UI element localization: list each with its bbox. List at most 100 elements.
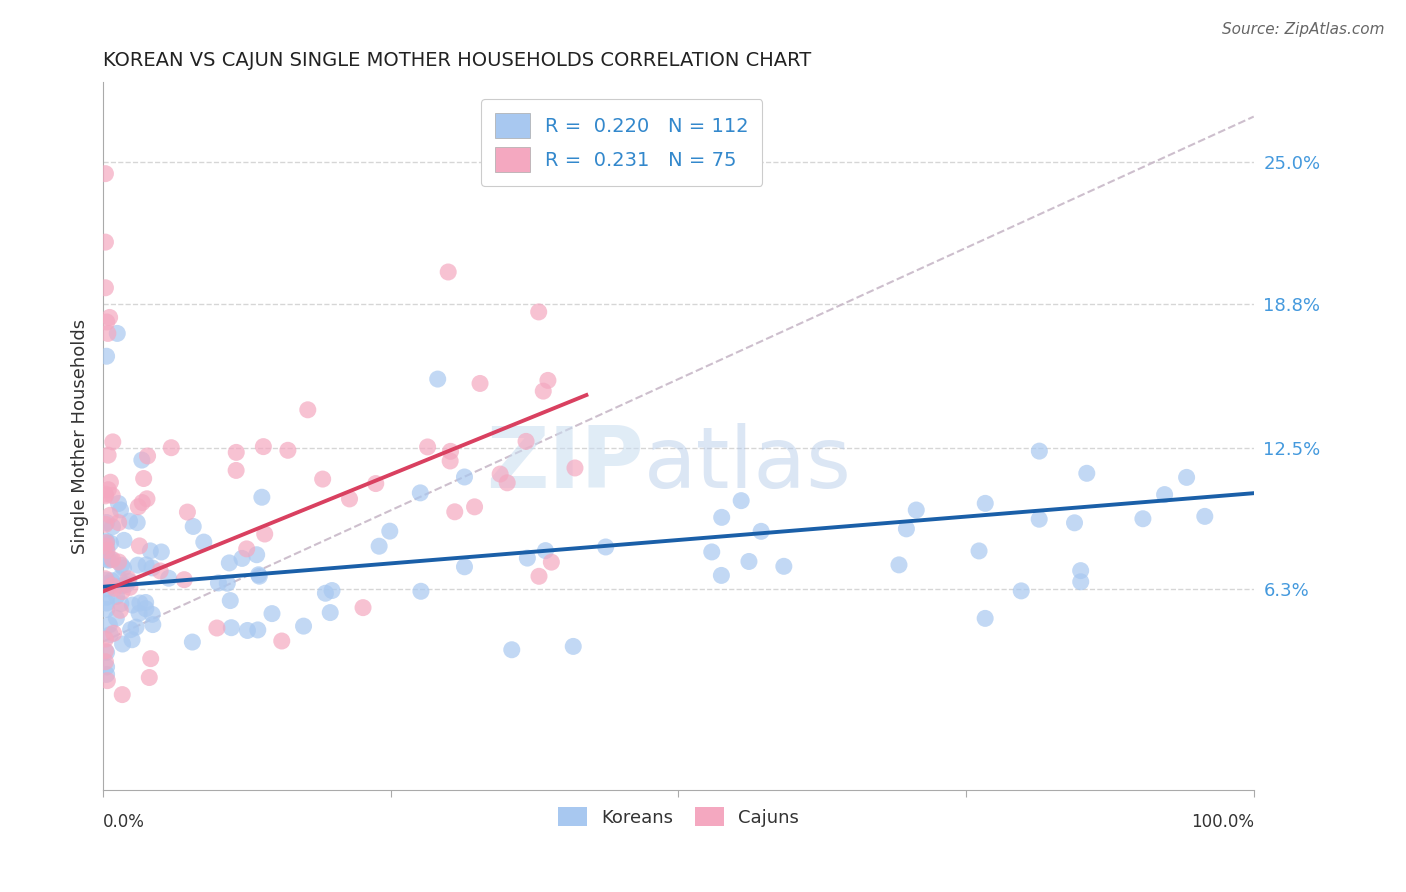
- Point: [121, 598, 143, 612]
- Point: [292, 619, 315, 633]
- Point: [181, 635, 204, 649]
- Point: [1132, 512, 1154, 526]
- Point: [1010, 583, 1032, 598]
- Point: [105, 326, 128, 341]
- Point: [534, 543, 557, 558]
- Text: 100.0%: 100.0%: [1191, 813, 1254, 830]
- Point: [443, 505, 465, 519]
- Point: [94, 167, 117, 181]
- Point: [339, 491, 361, 506]
- Point: [105, 590, 128, 604]
- Point: [439, 454, 461, 468]
- Point: [974, 496, 997, 510]
- Point: [94, 655, 117, 669]
- Point: [250, 490, 273, 504]
- Point: [97, 483, 120, 497]
- Point: [887, 558, 910, 572]
- Point: [219, 593, 242, 607]
- Point: [157, 571, 180, 585]
- Point: [235, 541, 257, 556]
- Point: [110, 558, 132, 573]
- Point: [252, 440, 274, 454]
- Point: [103, 626, 125, 640]
- Point: [1063, 516, 1085, 530]
- Point: [96, 645, 118, 659]
- Point: [94, 517, 117, 532]
- Point: [98, 627, 121, 641]
- Point: [136, 491, 159, 506]
- Point: [142, 617, 165, 632]
- Point: [100, 574, 122, 588]
- Point: [967, 544, 990, 558]
- Point: [110, 603, 132, 617]
- Point: [531, 384, 554, 398]
- Point: [246, 623, 269, 637]
- Point: [527, 305, 550, 319]
- Point: [225, 463, 247, 477]
- Point: [221, 621, 243, 635]
- Point: [97, 576, 120, 591]
- Point: [94, 644, 117, 658]
- Point: [96, 552, 118, 566]
- Point: [1028, 444, 1050, 458]
- Point: [96, 591, 118, 605]
- Point: [516, 551, 538, 566]
- Point: [94, 487, 117, 501]
- Point: [94, 572, 117, 586]
- Point: [107, 496, 129, 510]
- Point: [749, 524, 772, 539]
- Point: [94, 632, 117, 646]
- Point: [108, 572, 131, 586]
- Point: [311, 472, 333, 486]
- Point: [453, 559, 475, 574]
- Point: [128, 539, 150, 553]
- Point: [974, 611, 997, 625]
- Point: [468, 376, 491, 391]
- Point: [125, 620, 148, 634]
- Text: Source: ZipAtlas.com: Source: ZipAtlas.com: [1222, 22, 1385, 37]
- Point: [135, 595, 157, 609]
- Point: [710, 510, 733, 524]
- Point: [101, 519, 124, 533]
- Point: [564, 461, 586, 475]
- Point: [127, 500, 149, 514]
- Point: [149, 564, 172, 578]
- Point: [96, 315, 118, 329]
- Point: [101, 434, 124, 449]
- Text: atlas: atlas: [644, 423, 852, 506]
- Point: [496, 475, 519, 490]
- Point: [94, 235, 117, 249]
- Point: [97, 553, 120, 567]
- Point: [96, 667, 118, 681]
- Point: [111, 637, 134, 651]
- Point: [176, 505, 198, 519]
- Point: [181, 519, 204, 533]
- Point: [101, 552, 124, 566]
- Point: [1028, 512, 1050, 526]
- Point: [207, 576, 229, 591]
- Point: [107, 516, 129, 530]
- Point: [218, 556, 240, 570]
- Point: [118, 574, 141, 589]
- Point: [120, 623, 142, 637]
- Point: [193, 535, 215, 549]
- Point: [110, 597, 132, 611]
- Point: [160, 441, 183, 455]
- Point: [136, 449, 159, 463]
- Point: [540, 555, 562, 569]
- Point: [253, 527, 276, 541]
- Point: [117, 572, 139, 586]
- Point: [321, 583, 343, 598]
- Point: [896, 522, 918, 536]
- Point: [217, 576, 239, 591]
- Point: [94, 489, 117, 503]
- Point: [96, 574, 118, 588]
- Point: [270, 634, 292, 648]
- Point: [173, 573, 195, 587]
- Point: [96, 582, 118, 596]
- Point: [118, 580, 141, 594]
- Point: [101, 488, 124, 502]
- Text: KOREAN VS CAJUN SINGLE MOTHER HOUSEHOLDS CORRELATION CHART: KOREAN VS CAJUN SINGLE MOTHER HOUSEHOLDS…: [103, 51, 811, 70]
- Legend: Koreans, Cajuns: Koreans, Cajuns: [551, 800, 806, 834]
- Point: [453, 470, 475, 484]
